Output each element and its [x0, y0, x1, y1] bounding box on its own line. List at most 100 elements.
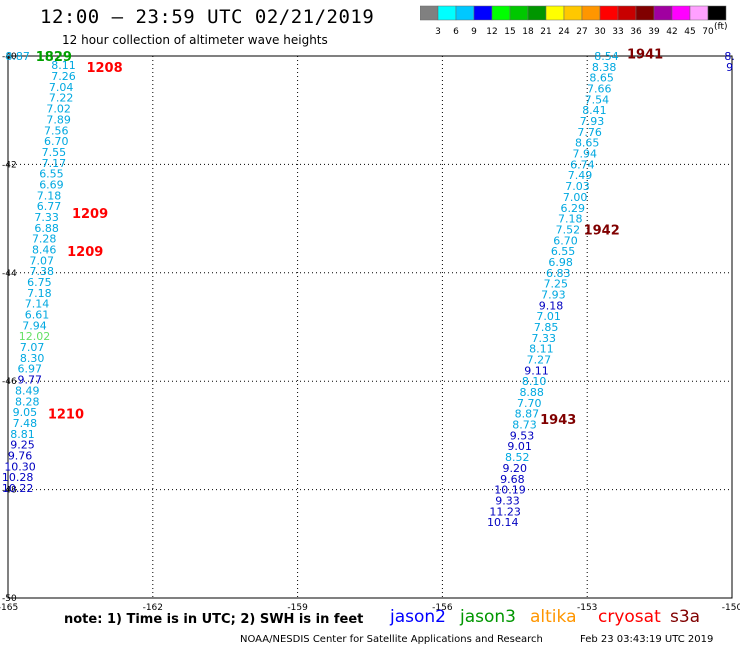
wave-height-point: 8.49 — [15, 384, 40, 397]
y-tick-label: -48 — [2, 486, 17, 496]
x-tick-label: -162 — [143, 603, 163, 613]
pass-time-label: 1942 — [584, 223, 620, 238]
wave-height-point: 6.70 — [553, 234, 578, 247]
generated-timestamp: Feb 23 03:43:19 UTC 2019 — [580, 634, 714, 645]
wave-height-point: 8.38 — [592, 61, 617, 74]
legend-swatch — [707, 5, 727, 21]
wave-height-point: 7.56 — [44, 124, 69, 137]
wave-height-point: 6.74 — [570, 158, 595, 171]
x-tick-label: -150 — [722, 603, 740, 613]
y-tick-label: -44 — [2, 269, 17, 279]
wave-height-point: 8.30 — [20, 352, 45, 365]
wave-height-point: 6.55 — [39, 168, 64, 181]
legend-label: 42 — [666, 27, 677, 37]
chart-title: 12:00 – 23:59 UTC 02/21/2019 — [40, 6, 375, 28]
wave-height-point: 9.11 — [524, 364, 549, 377]
satellite-altika: altika — [530, 607, 577, 627]
wave-height-point: 8. — [724, 50, 735, 63]
wave-height-point: 7.18 — [37, 189, 62, 202]
wave-height-point: 7.49 — [568, 169, 593, 182]
wave-height-point: 6.75 — [27, 276, 52, 289]
wave-height-point: 8.73 — [512, 419, 537, 432]
wave-height-point: 6.83 — [546, 267, 571, 280]
x-tick-label: -156 — [432, 603, 453, 613]
wave-height-point: 8.65 — [589, 72, 614, 85]
wave-height-point: 7.14 — [25, 298, 50, 311]
wave-height-point: 8.54 — [594, 50, 619, 63]
y-tick-label: -42 — [2, 160, 17, 170]
wave-height-point: 7.27 — [527, 354, 552, 367]
wave-height-point: 7.04 — [49, 81, 74, 94]
legend-label: 18 — [522, 27, 534, 37]
wave-height-point: 7.70 — [517, 397, 542, 410]
legend-unit: (ft) — [714, 22, 728, 32]
x-tick-label: -165 — [0, 603, 18, 613]
wave-height-point: 7.94 — [22, 319, 47, 332]
wave-height-point: 7.02 — [46, 103, 71, 116]
legend-label: 70 — [702, 27, 714, 37]
legend-label: 33 — [612, 27, 623, 37]
pass-time-label: 1943 — [540, 413, 576, 428]
legend-label: 45 — [684, 27, 695, 37]
wave-height-point: 10.28 — [2, 471, 34, 484]
wave-height-point: 7.85 — [534, 321, 559, 334]
wave-height-point: 8.65 — [575, 137, 600, 150]
wave-height-point: 7.55 — [42, 146, 67, 159]
wave-height-point: 7.94 — [573, 148, 598, 161]
chart-subtitle: 12 hour collection of altimeter wave hei… — [62, 33, 328, 47]
wave-height-point: 6.77 — [37, 200, 62, 213]
wave-height-point: 9.01 — [507, 440, 532, 453]
x-tick-label: -153 — [577, 603, 597, 613]
wave-height-point: 6.97 — [17, 363, 42, 376]
wave-height-point: 7.76 — [577, 126, 602, 139]
legend-label: 6 — [453, 27, 459, 37]
wave-height-point: 7.17 — [42, 157, 67, 170]
legend-label: 36 — [630, 27, 642, 37]
wave-height-point: 7.07 — [30, 254, 55, 267]
legend-label: 24 — [558, 27, 570, 37]
legend-label: 15 — [504, 27, 515, 37]
wave-height-point: 7.18 — [558, 213, 583, 226]
wave-height-point: 7.48 — [13, 417, 38, 430]
wave-height-point: 10.30 — [4, 460, 36, 473]
wave-height-point: 7.28 — [32, 233, 57, 246]
pass-time-label: 1208 — [86, 61, 122, 76]
y-tick-label: -46 — [2, 377, 17, 387]
wave-height-point: 6.61 — [25, 309, 50, 322]
wave-height-point: 12.02 — [19, 330, 51, 343]
x-tick-label: -159 — [287, 603, 308, 613]
wave-height-point: 10.14 — [487, 516, 519, 529]
pass-time-label: 1210 — [48, 408, 84, 423]
legend-label: 21 — [540, 27, 551, 37]
wave-height-point: 10.19 — [494, 484, 526, 497]
legend-label: 3 — [435, 27, 441, 37]
pass-time-label: 1209 — [72, 207, 108, 222]
wave-height-point: 8.88 — [519, 386, 544, 399]
legend-label: 27 — [576, 27, 587, 37]
legend-label: 39 — [648, 27, 660, 37]
wave-height-point: 9.68 — [500, 473, 525, 486]
legend-label: 12 — [486, 27, 497, 37]
credit-line: NOAA/NESDIS Center for Satellite Applica… — [240, 634, 543, 645]
wave-height-point: 8.10 — [522, 375, 547, 388]
wave-height-point: 8.11 — [51, 59, 76, 72]
wave-height-point: 9.25 — [10, 439, 35, 452]
wave-height-point: 10.22 — [2, 482, 34, 495]
wave-height-point: 7.89 — [46, 113, 71, 126]
wave-height-point: 9.05 — [13, 406, 38, 419]
wave-height-point: 9 — [726, 61, 733, 74]
wave-height-point: 7.22 — [49, 92, 74, 105]
pass-time-label: 1941 — [627, 47, 663, 62]
wave-height-point: 8.81 — [10, 428, 35, 441]
wave-height-point: 6.69 — [39, 178, 64, 191]
y-tick-label: -50 — [2, 594, 17, 604]
wave-height-point: 8.11 — [529, 343, 554, 356]
footer-note: note: 1) Time is in UTC; 2) SWH is in fe… — [64, 612, 364, 627]
wave-height-point: 9.18 — [539, 299, 564, 312]
legend-label: 30 — [594, 27, 606, 37]
wave-height-point: 11.23 — [489, 505, 521, 518]
satellite-jason3: jason3 — [460, 607, 516, 627]
satellite-jason2: jason2 — [390, 607, 446, 627]
wave-height-point: 8.52 — [505, 451, 530, 464]
